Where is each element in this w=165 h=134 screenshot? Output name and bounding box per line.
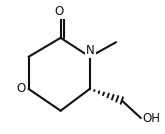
Text: O: O: [55, 5, 64, 18]
Text: N: N: [86, 44, 95, 57]
Text: OH: OH: [142, 111, 160, 124]
Text: O: O: [16, 82, 25, 95]
